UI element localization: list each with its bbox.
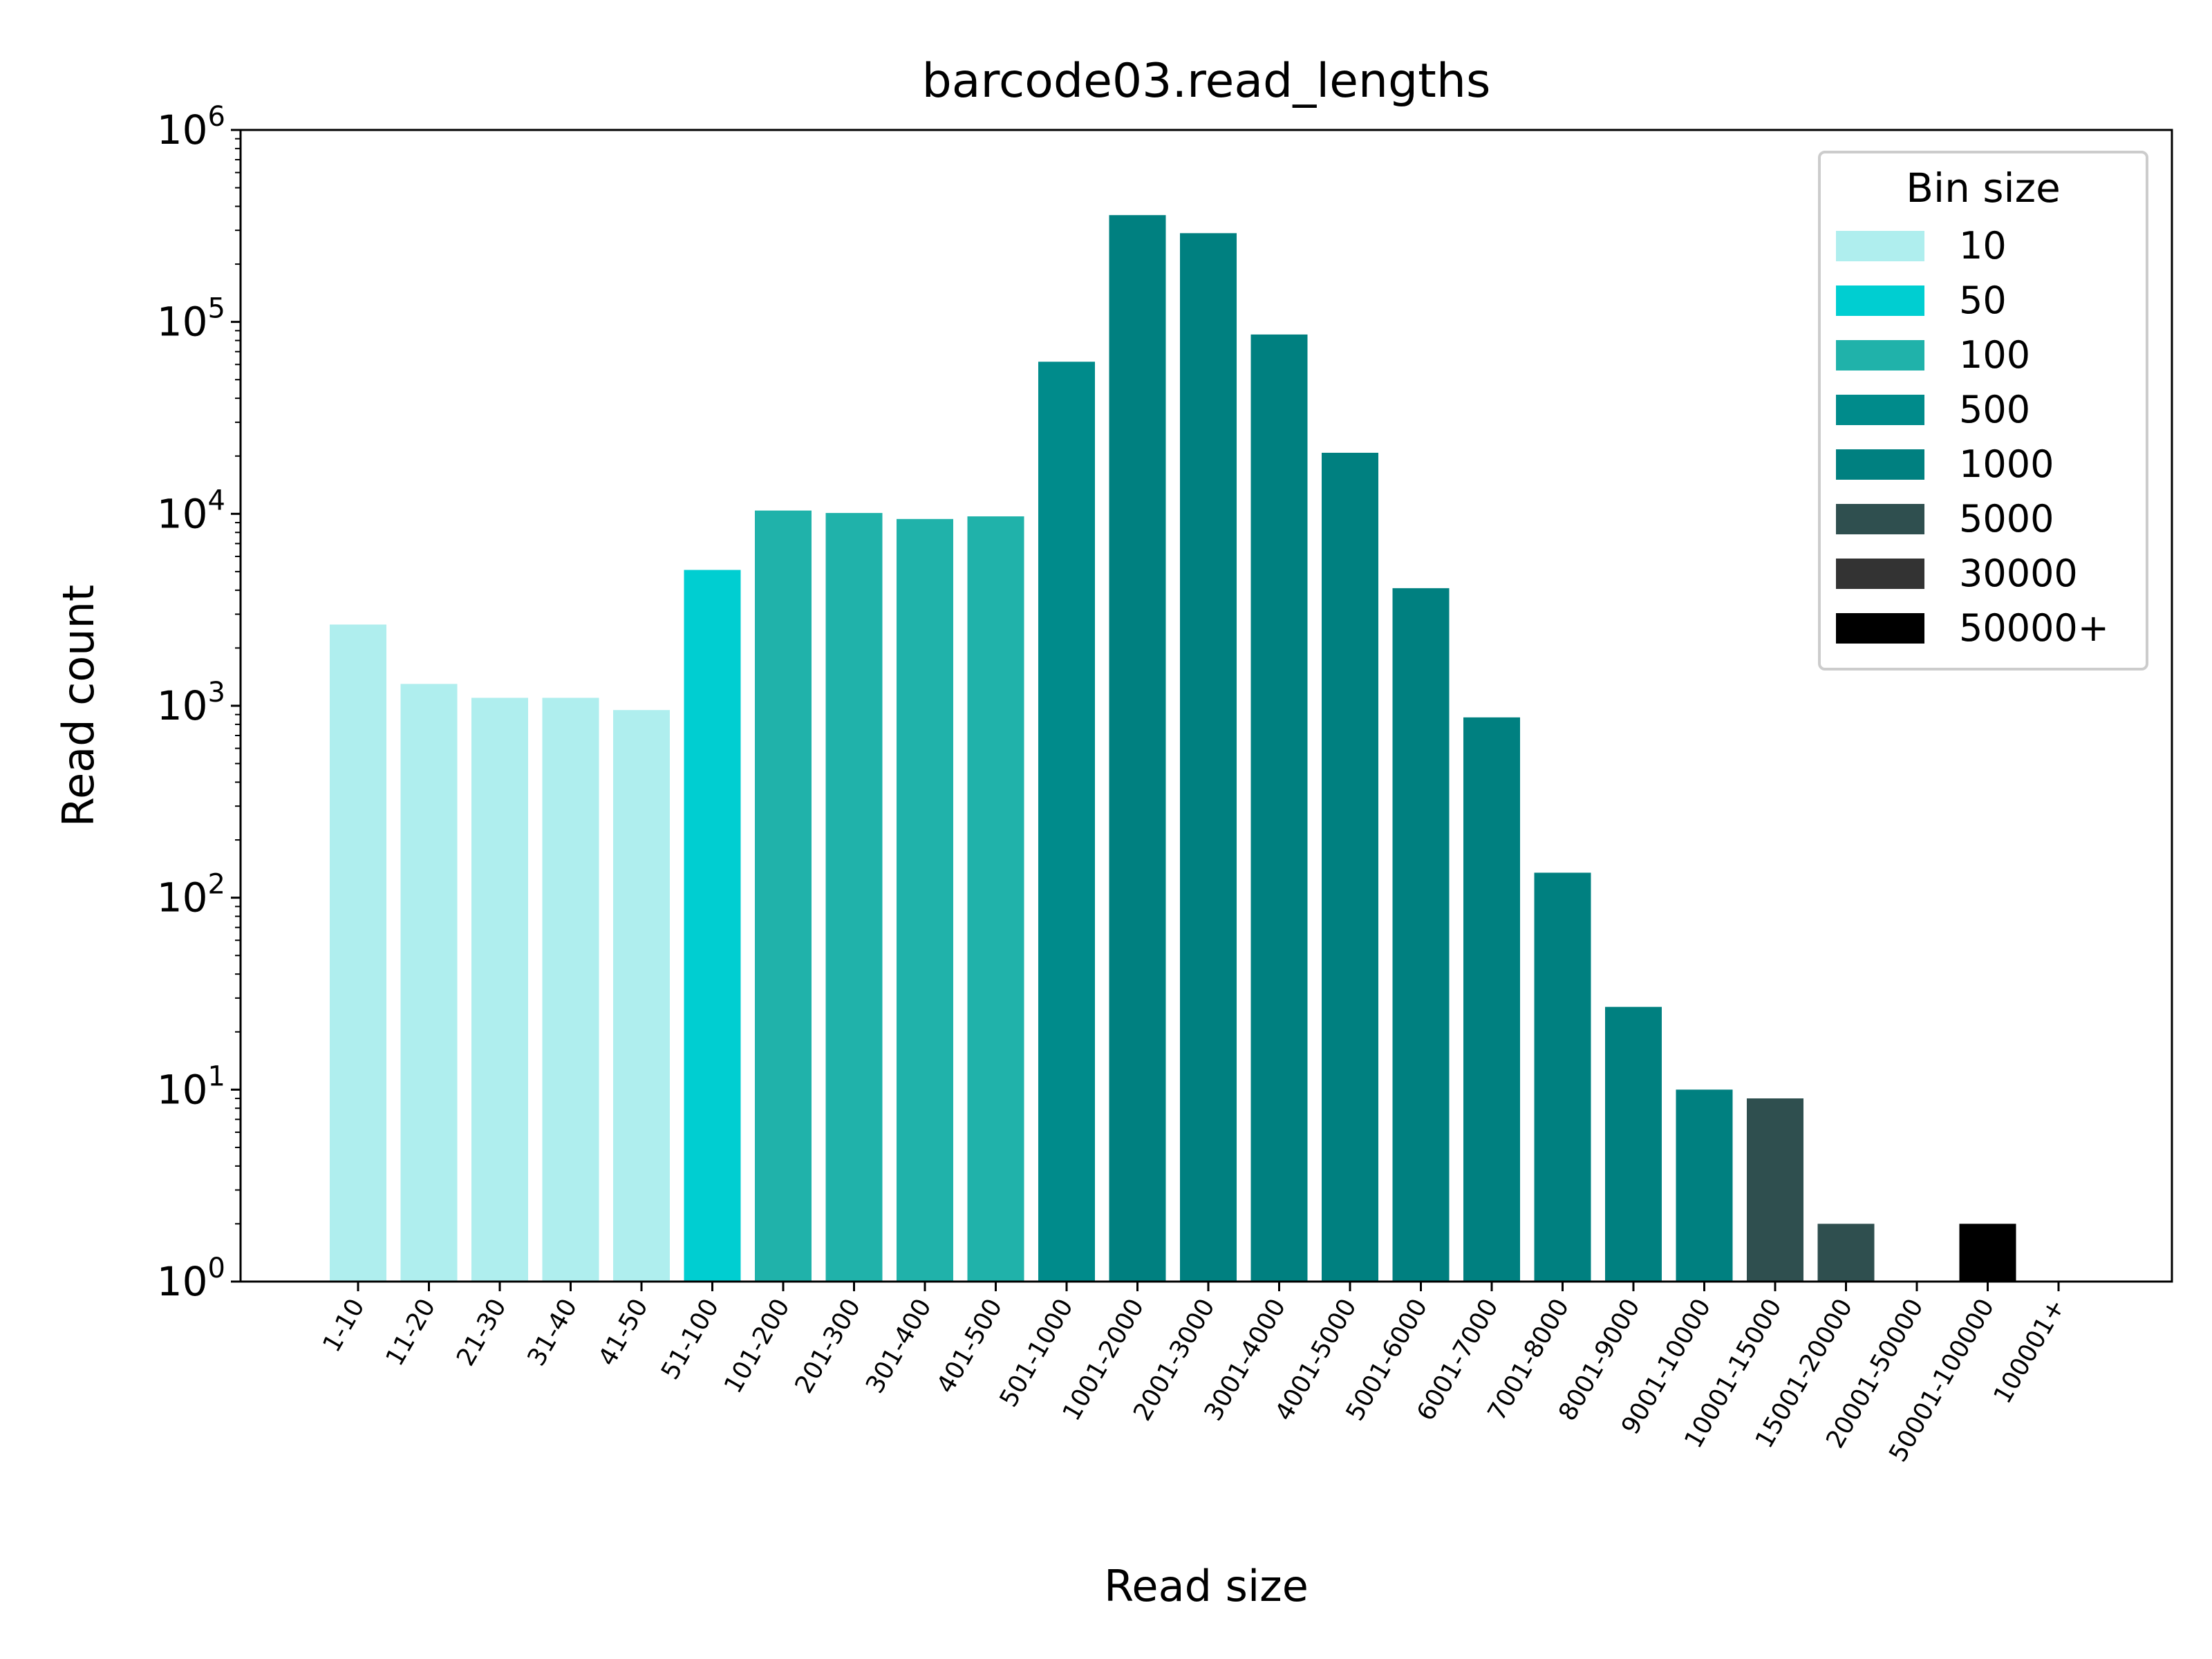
legend-swatch: [1836, 285, 1924, 316]
bar-201-300: [825, 513, 883, 1282]
x-tick-label: 401-500: [932, 1294, 1009, 1398]
y-axis: 100 101 102 103 104 105 106: [157, 101, 241, 1305]
plot-frame: [239, 129, 2173, 1283]
legend-label: 1000: [1959, 442, 2054, 486]
bar-11-20: [400, 684, 458, 1282]
chart-title: barcode03.read_lengths: [922, 54, 1491, 109]
bar-50001-100000: [1959, 1224, 2016, 1282]
bar-8001-9000: [1605, 1006, 1662, 1282]
bar-51-100: [684, 570, 741, 1282]
bar-1001-2000: [1109, 215, 1166, 1282]
bar-101-200: [755, 510, 812, 1282]
x-tick-label: 201-300: [790, 1294, 867, 1398]
bar-1-10: [330, 624, 386, 1282]
bars-layer: [330, 215, 2016, 1282]
bar-401-500: [967, 516, 1024, 1282]
legend-swatch: [1836, 613, 1924, 644]
legend-swatch: [1836, 395, 1924, 425]
bar-31-40: [542, 697, 599, 1282]
x-axis-label: Read size: [1104, 1561, 1309, 1611]
bar-15001-20000: [1817, 1224, 1875, 1282]
x-tick-label: 11-20: [380, 1294, 441, 1371]
x-tick-label: 51-100: [656, 1294, 724, 1385]
legend-swatch: [1836, 231, 1924, 261]
y-axis-label: Read count: [53, 585, 104, 827]
legend: Bin size 10 50 100 500 1000 5000 30000 50000+: [1818, 151, 2148, 671]
x-tick-label: 41-50: [593, 1294, 654, 1371]
legend-swatch: [1836, 449, 1924, 480]
y-tick-label: 102: [157, 869, 225, 921]
y-tick-label: 106: [157, 101, 225, 153]
x-tick-label: 21-30: [451, 1294, 512, 1371]
legend-swatch: [1836, 559, 1924, 589]
legend-entries: 10 50 100 500 1000 5000 30000 50000+: [1836, 224, 2109, 650]
legend-label: 50000+: [1959, 606, 2109, 650]
legend-title: Bin size: [1906, 165, 2061, 212]
x-tick-label: 31-40: [522, 1294, 583, 1371]
y-tick-label: 103: [157, 677, 225, 729]
x-tick-label: 301-400: [861, 1294, 937, 1398]
y-tick-label: 104: [157, 485, 225, 537]
bar-2001-3000: [1180, 233, 1237, 1282]
x-tick-label: 1-10: [317, 1294, 370, 1357]
legend-swatch: [1836, 504, 1924, 534]
legend-box: [1818, 151, 2148, 671]
bar-5001-6000: [1392, 588, 1450, 1282]
x-tick-label: 501-1000: [995, 1294, 1079, 1412]
legend-label: 50: [1959, 279, 2007, 322]
bar-4001-5000: [1322, 453, 1378, 1282]
bar-10001-15000: [1747, 1098, 1803, 1282]
legend-swatch: [1836, 340, 1924, 371]
bar-7001-8000: [1534, 872, 1591, 1282]
legend-label: 500: [1959, 388, 2030, 431]
bar-501-1000: [1038, 362, 1095, 1282]
x-tick-label: 100001+: [1988, 1294, 2070, 1409]
y-tick-label: 101: [157, 1060, 225, 1113]
bar-3001-4000: [1250, 334, 1308, 1282]
x-tick-label: 101-200: [719, 1294, 796, 1398]
x-axis: 1-10 11-20 21-30 31-40 41-50 51-100101-200201…: [317, 1282, 2071, 1467]
y-tick-label: 105: [157, 293, 225, 346]
bar-9001-10000: [1676, 1089, 1733, 1282]
bar-21-30: [471, 697, 528, 1282]
bar-41-50: [613, 710, 670, 1282]
legend-label: 5000: [1959, 497, 2054, 541]
legend-label: 30000: [1959, 552, 2078, 595]
y-tick-label: 100: [157, 1253, 225, 1305]
bar-6001-7000: [1463, 717, 1520, 1282]
legend-label: 100: [1959, 333, 2030, 377]
legend-label: 10: [1959, 224, 2007, 268]
bar-301-400: [897, 518, 953, 1282]
